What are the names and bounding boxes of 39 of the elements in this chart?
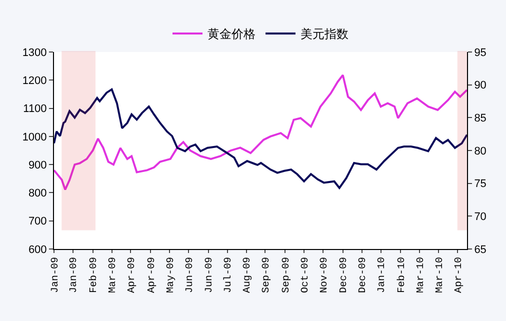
y-tick-label: 1200 — [22, 74, 47, 87]
x-tick-label: Mar-10 — [434, 257, 446, 294]
x-tick-label: Feb-09 — [88, 257, 100, 294]
x-tick-label: Nov-09 — [319, 257, 330, 294]
x-tick-label: Aug-09 — [242, 257, 254, 294]
x-tick-label: Apr-10 — [454, 257, 465, 294]
y-tick-label: 700 — [28, 216, 47, 228]
x-tick-label: Dec-09 — [339, 257, 350, 294]
x-tick-label: Jun-09 — [184, 257, 196, 294]
x-tick-label: Mar-10 — [416, 257, 427, 294]
y2-tick-label: 70 — [474, 211, 486, 224]
x-tick-label: Jun-09 — [204, 257, 216, 294]
y2-tick-label: 85 — [474, 112, 486, 125]
x-tick-label: Mar-09 — [108, 257, 120, 294]
y-tick-label: 1000 — [22, 131, 47, 144]
legend-label: 美元指数 — [300, 27, 348, 42]
y-tick-label: 1300 — [22, 46, 47, 59]
x-tick-label: Apr-09 — [126, 257, 138, 294]
legend-label: 黄金价格 — [208, 27, 256, 42]
x-tick-label: Jul-09 — [222, 257, 235, 294]
x-tick-label: Oct-09 — [300, 257, 312, 294]
y2-tick-label: 90 — [474, 80, 486, 92]
x-tick-label: Jan-09 — [50, 257, 62, 294]
x-tick-label: Sep-09 — [281, 257, 292, 294]
y2-tick-label: 95 — [474, 46, 486, 59]
x-tick-label: Jan-10 — [377, 257, 388, 294]
y-tick-label: 600 — [28, 244, 47, 256]
x-tick-label: May-09 — [166, 257, 177, 294]
x-tick-label: Jan-09 — [69, 257, 80, 294]
y-tick-label: 800 — [28, 188, 47, 200]
y2-tick-label: 65 — [474, 244, 486, 256]
x-tick-label: Apr-09 — [146, 257, 158, 294]
y2-tick-label: 80 — [474, 145, 486, 158]
x-tick-label: Feb-10 — [396, 257, 408, 294]
y2-tick-label: 75 — [474, 178, 486, 190]
x-tick-label: Dec-09 — [358, 257, 370, 294]
y-tick-label: 1100 — [23, 103, 47, 116]
y-tick-label: 900 — [28, 159, 47, 172]
x-tick-label: Sep-09 — [261, 257, 272, 294]
